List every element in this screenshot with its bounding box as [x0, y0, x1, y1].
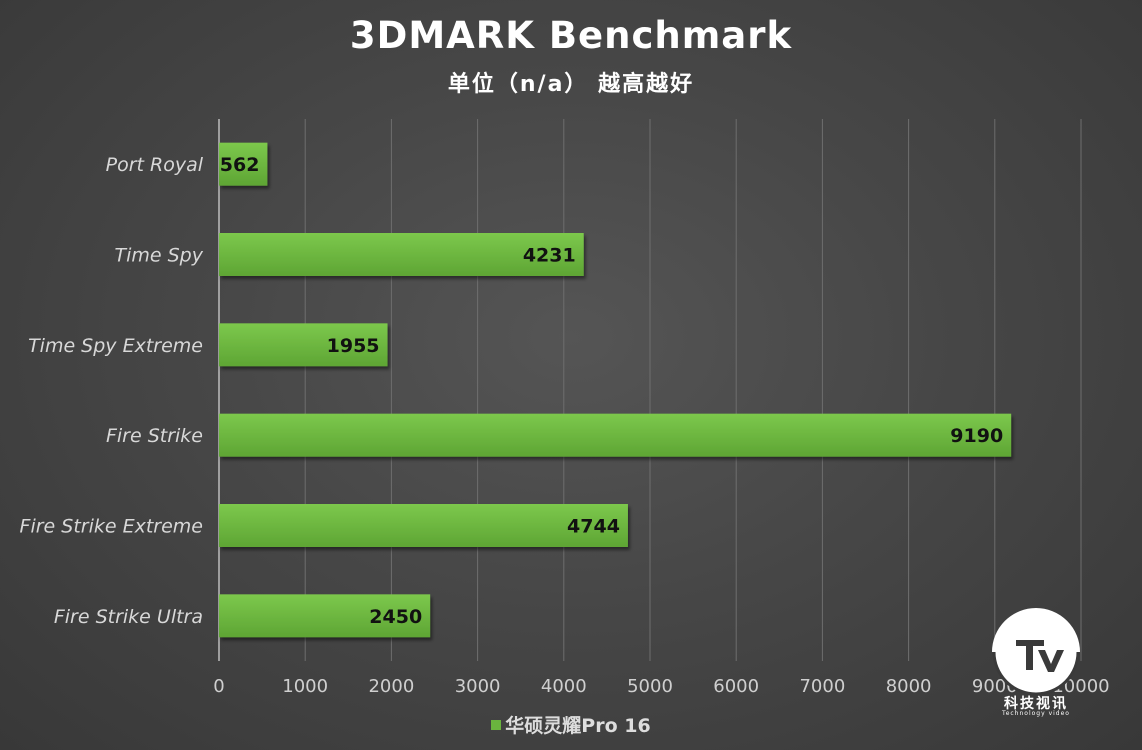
data-label: 562 [220, 154, 260, 176]
data-label: 1955 [327, 335, 380, 357]
category-label: Port Royal [106, 154, 204, 176]
x-tick-label: 6000 [713, 676, 759, 697]
chart-legend: 华硕灵耀Pro 16 [0, 711, 1142, 738]
category-label: Time Spy Extreme [28, 335, 203, 357]
logo-icon [992, 608, 1080, 696]
category-label: Time Spy [115, 245, 204, 267]
x-tick-label: 3000 [455, 676, 501, 697]
chart-title: 3DMARK Benchmark [349, 14, 793, 57]
bar [219, 323, 388, 367]
category-label: Fire Strike Ultra [54, 606, 203, 628]
category-label: Fire Strike Extreme [20, 516, 203, 538]
x-tick-label: 0 [213, 676, 224, 697]
legend-swatch [491, 720, 502, 730]
data-label: 9190 [950, 425, 1003, 447]
x-tick-label: 7000 [799, 676, 845, 697]
x-tick-label: 1000 [282, 676, 328, 697]
bar [219, 233, 584, 276]
x-tick-label: 5000 [627, 676, 673, 697]
watermark-text: 科技视讯 [1004, 696, 1068, 712]
legend-label: 华硕灵耀Pro 16 [505, 715, 651, 737]
chart-subtitle: 单位（n/a） 越高越好 [447, 72, 695, 97]
bar [219, 142, 268, 186]
bar [219, 594, 431, 638]
data-label: 4231 [523, 245, 576, 267]
watermark-subtext: Technology video [1002, 710, 1070, 717]
x-tick-label: 2000 [368, 676, 414, 697]
bar [219, 413, 1012, 457]
data-label: 2450 [369, 606, 422, 628]
x-tick-label: 4000 [541, 676, 587, 697]
data-label: 4744 [567, 516, 620, 538]
bar [219, 504, 628, 547]
x-tick-label: 8000 [886, 676, 932, 697]
category-label: Fire Strike [106, 425, 203, 447]
